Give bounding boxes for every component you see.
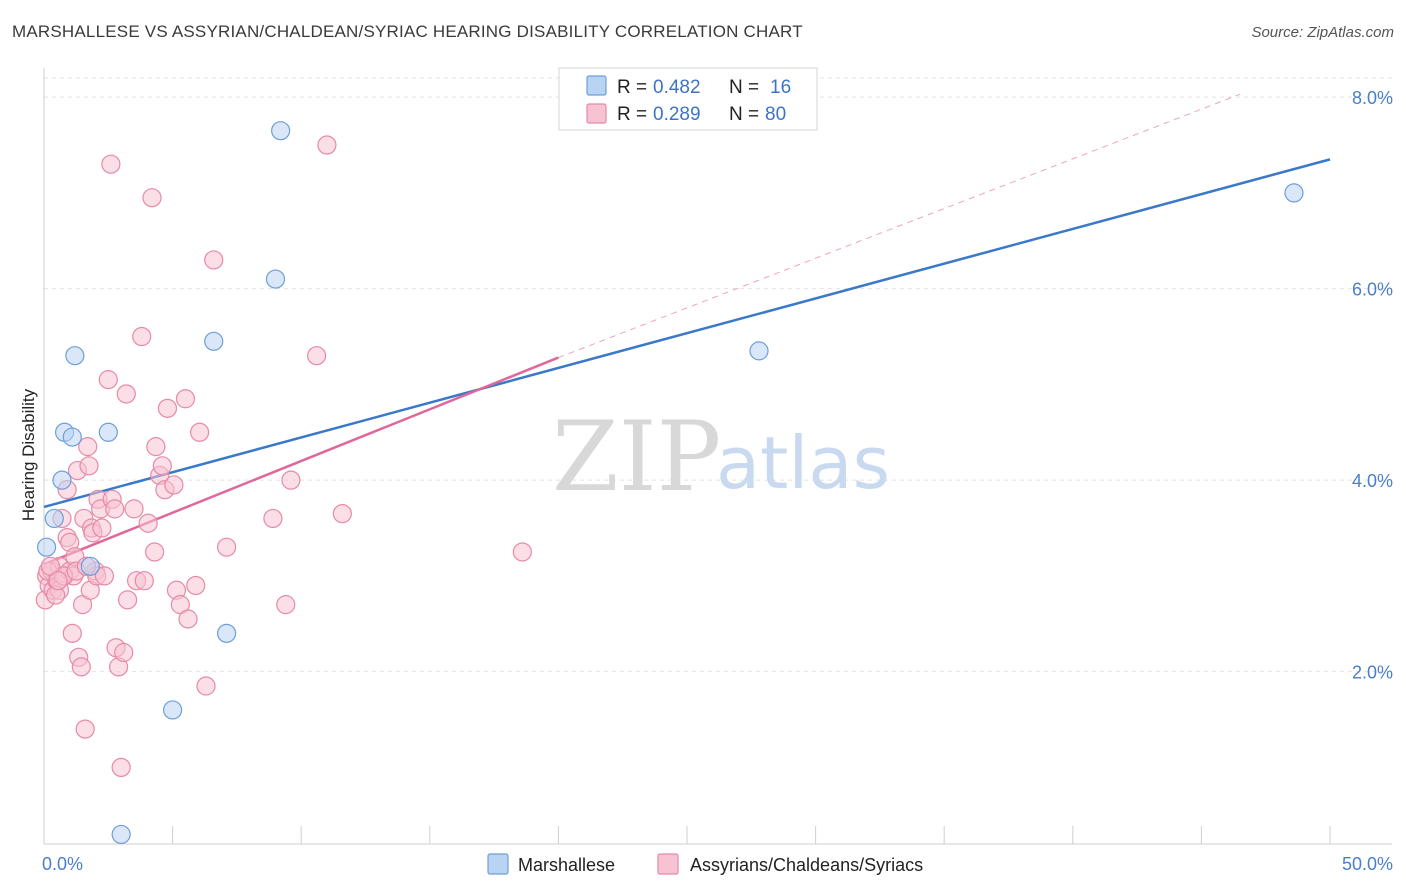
- trend-line-assyrians: [43, 356, 559, 566]
- point-marshallese-1: [44, 508, 64, 529]
- legend-r-label-2: R =: [617, 104, 647, 125]
- axes: [43, 68, 1392, 845]
- point-assyrians-68: [307, 346, 327, 366]
- point-assyrians-24: [79, 456, 99, 476]
- point-marshallese-0: [36, 537, 57, 557]
- point-assyrians-45: [132, 326, 152, 347]
- point-assyrians-19: [71, 657, 91, 677]
- point-assyrians-48: [142, 188, 162, 208]
- point-assyrians-39: [111, 757, 131, 778]
- watermark-zip-text: ZIP: [552, 401, 721, 513]
- point-marshallese-5: [65, 346, 85, 366]
- y-tick-labels: 2.0% 4.0% 6.0% 8.0%: [1352, 88, 1393, 683]
- bottom-legend-label-assyrians: Assyrians/Chaldeans/Syriacs: [690, 855, 923, 875]
- point-marshallese-15: [1284, 183, 1304, 203]
- legend-n-value-1: 16: [770, 77, 791, 98]
- point-marshallese-9: [163, 700, 183, 720]
- legend-r-value-2: 0.289: [653, 104, 701, 125]
- watermark-atlas-text: atlas: [716, 421, 890, 505]
- y-tick-label-2: 6.0%: [1352, 280, 1393, 300]
- point-assyrians-33: [98, 370, 118, 390]
- point-assyrians-64: [217, 537, 237, 557]
- point-marshallese-2: [52, 470, 72, 490]
- legend-r-value-1: 0.482: [653, 77, 701, 98]
- chart-title: MARSHALLESE VS ASSYRIAN/CHALDEAN/SYRIAC …: [12, 22, 803, 41]
- point-assyrians-60: [186, 575, 206, 596]
- source-label: Source: ZipAtlas.com: [1251, 24, 1394, 41]
- point-marshallese-12: [265, 269, 286, 289]
- bottom-legend-label-marshallese: Marshallese: [518, 855, 615, 875]
- watermark: ZIP atlas: [552, 401, 890, 513]
- point-assyrians-69: [317, 135, 337, 155]
- bottom-legend: Marshallese Assyrians/Chaldeans/Syriacs: [487, 853, 923, 875]
- y-tick-label-1: 4.0%: [1352, 471, 1393, 491]
- y-tick-label-3: 8.0%: [1352, 88, 1393, 108]
- point-marshallese-10: [204, 331, 224, 351]
- point-assyrians-47: [138, 513, 158, 533]
- point-assyrians-23: [78, 437, 98, 457]
- point-assyrians-66: [276, 595, 296, 615]
- point-marshallese-7: [98, 422, 118, 442]
- point-assyrians-59: [178, 609, 198, 629]
- point-assyrians-67: [281, 470, 301, 490]
- point-assyrians-32: [92, 518, 112, 538]
- point-assyrians-46: [134, 571, 154, 591]
- point-marshallese-4: [62, 427, 82, 447]
- x-tick-label-1: 50.0%: [1342, 854, 1393, 874]
- legend-n-label-1: N =: [729, 77, 759, 98]
- legend-swatch-marshallese: [586, 75, 607, 96]
- y-tick-label-0: 2.0%: [1352, 663, 1393, 683]
- y-axis-title: Hearing Disability: [19, 388, 38, 521]
- legend-swatch-assyrians: [586, 103, 607, 124]
- point-assyrians-58: [175, 389, 196, 409]
- trend-lines: [43, 93, 1331, 566]
- grid-lines: [44, 77, 1392, 673]
- x-tick-label-0: 0.0%: [42, 854, 83, 874]
- point-marshallese-6: [80, 556, 100, 576]
- point-assyrians-14: [62, 623, 82, 643]
- bottom-legend-swatch-marshallese: [487, 853, 509, 875]
- point-assyrians-40: [114, 642, 134, 663]
- point-assyrians-63: [204, 250, 224, 270]
- point-assyrians-22: [75, 719, 95, 739]
- point-assyrians-77: [94, 566, 115, 586]
- legend: R = 0.482 N = 16 R = 0.289 N = 80: [558, 67, 818, 131]
- point-marshallese-13: [271, 121, 291, 141]
- point-assyrians-70: [332, 504, 352, 524]
- legend-n-value-2: 80: [765, 104, 786, 125]
- point-assyrians-52: [152, 456, 172, 476]
- trend-line-marshallese: [43, 158, 1331, 509]
- point-assyrians-41: [116, 384, 136, 404]
- point-assyrians-61: [190, 422, 210, 442]
- trend-extension-assyrians: [558, 93, 1241, 359]
- point-assyrians-42: [117, 590, 138, 610]
- x-tick-labels: 0.0% 50.0%: [42, 854, 1393, 874]
- point-assyrians-36: [105, 499, 125, 519]
- data-points: [35, 121, 1304, 845]
- point-assyrians-65: [263, 508, 283, 529]
- point-assyrians-49: [144, 542, 165, 562]
- point-marshallese-11: [217, 623, 237, 643]
- point-marshallese-8: [111, 824, 131, 845]
- point-assyrians-54: [157, 398, 178, 418]
- bottom-legend-swatch-assyrians: [657, 853, 679, 875]
- point-assyrians-55: [164, 475, 184, 495]
- point-assyrians-34: [101, 154, 121, 174]
- point-assyrians-71: [512, 542, 532, 562]
- point-assyrians-62: [196, 676, 216, 696]
- point-marshallese-14: [749, 341, 769, 361]
- legend-n-label-2: N =: [729, 104, 759, 125]
- legend-r-label-1: R =: [617, 77, 647, 98]
- point-assyrians-79: [48, 571, 68, 591]
- point-assyrians-50: [146, 437, 166, 457]
- point-assyrians-43: [124, 499, 144, 519]
